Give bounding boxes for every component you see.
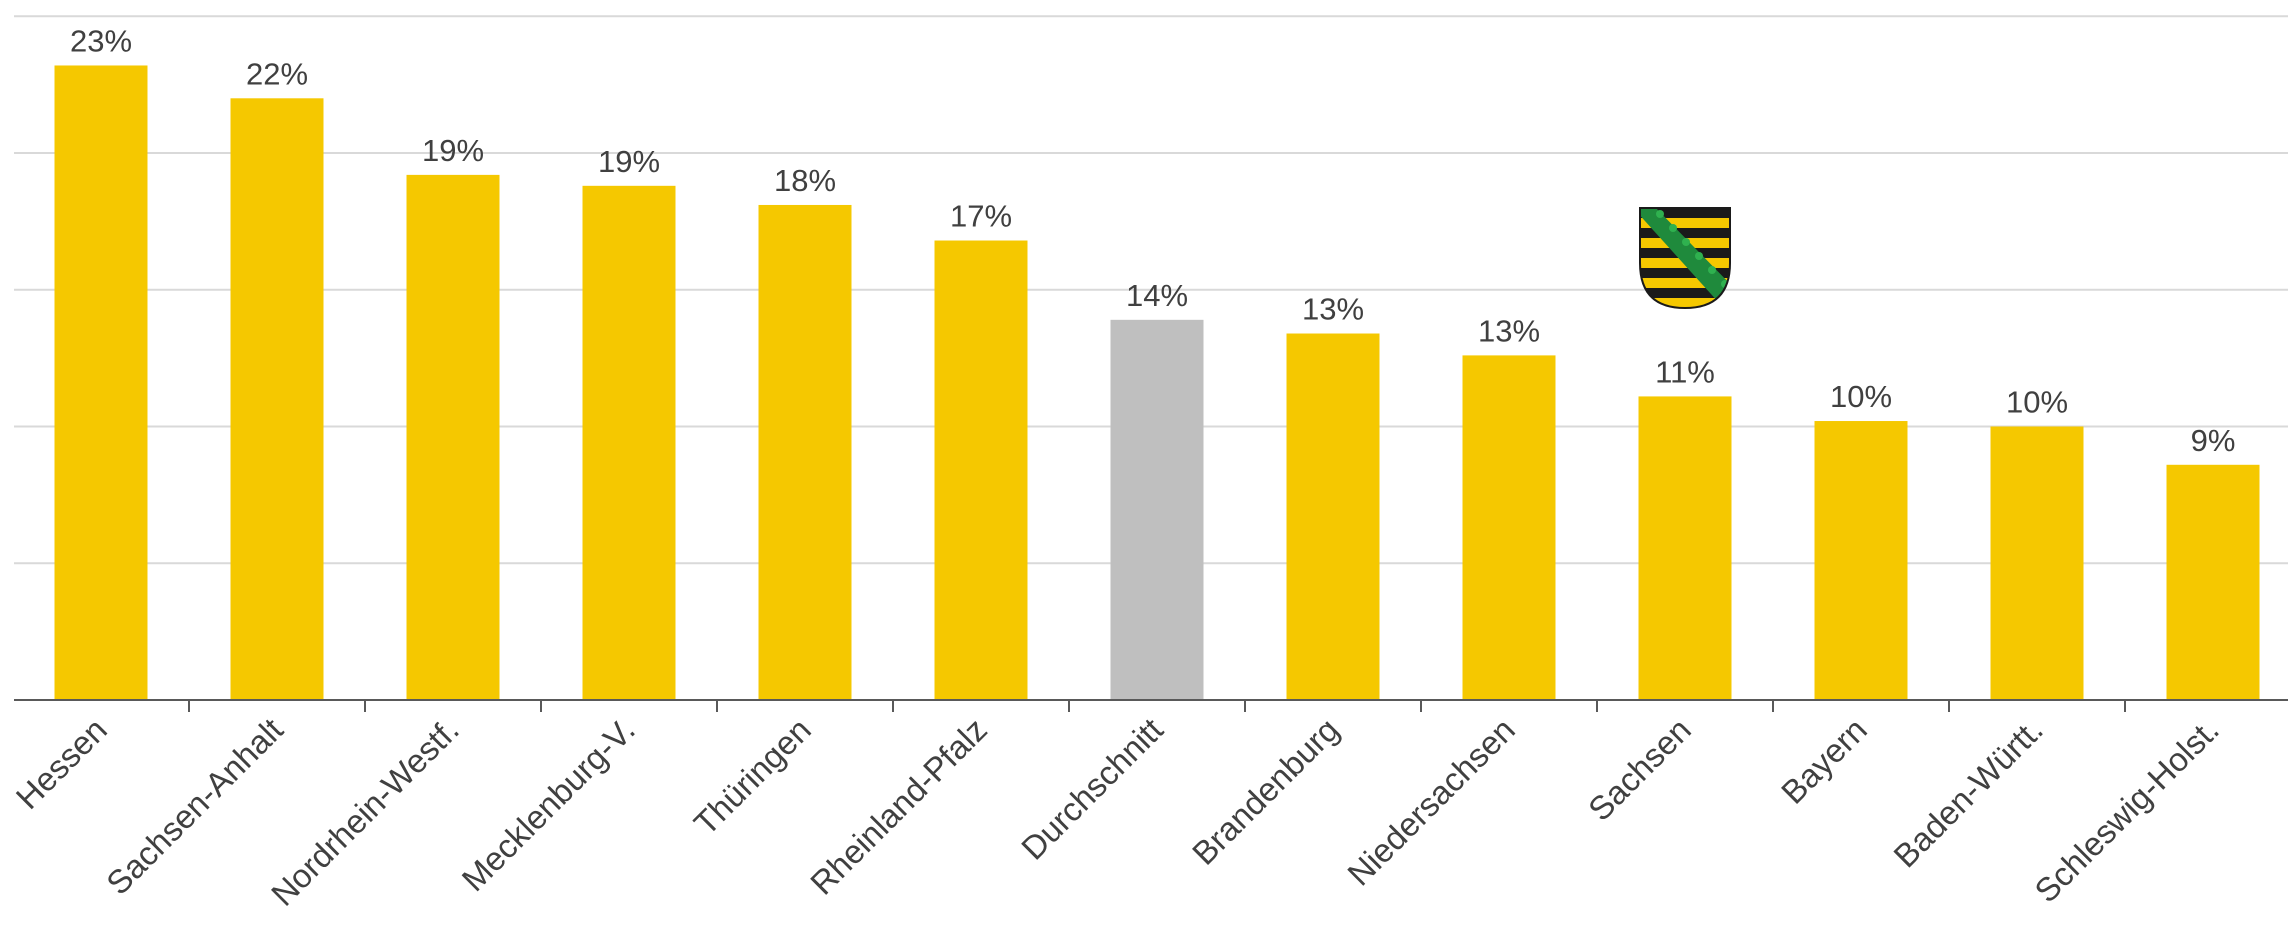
- category-label: Rheinland-Pfalz: [803, 711, 994, 902]
- emblem-leaf: [1682, 238, 1690, 246]
- data-label: 10%: [2006, 385, 2068, 420]
- emblem-stripe: [1640, 228, 1730, 238]
- category-label: Brandenburg: [1185, 711, 1346, 872]
- data-label: 11%: [1655, 354, 1715, 389]
- data-label: 18%: [774, 163, 836, 198]
- bar: [1814, 421, 1908, 700]
- data-label: 17%: [950, 199, 1012, 234]
- category-label: Bayern: [1774, 711, 1874, 811]
- data-label: 19%: [422, 133, 484, 168]
- category-labels: HessenSachsen-AnhaltNordrhein-Westf.Meck…: [9, 711, 2226, 913]
- bar: [1638, 396, 1732, 700]
- emblem-leaf: [1695, 252, 1703, 260]
- x-axis: [14, 699, 2288, 712]
- data-label: 19%: [598, 144, 660, 179]
- bar: [1990, 426, 2084, 700]
- saxony-coat-of-arms-icon: [1639, 207, 1731, 310]
- gridlines: [14, 15, 2288, 565]
- category-label: Schleswig-Holst.: [2027, 711, 2226, 910]
- data-label: 23%: [70, 23, 132, 58]
- bar: [1110, 319, 1204, 700]
- emblem-crancelin: [1640, 208, 1730, 304]
- category-label: Thüringen: [687, 711, 818, 842]
- emblem-stripe: [1640, 208, 1730, 218]
- emblem-border: [1639, 207, 1731, 310]
- bar: [758, 204, 852, 700]
- bar: [54, 65, 148, 701]
- category-label: Hessen: [9, 711, 114, 816]
- bar: [934, 240, 1028, 700]
- data-label: 9%: [2191, 423, 2236, 458]
- bar: [230, 98, 324, 701]
- emblem-leaf: [1708, 266, 1716, 274]
- emblem-leaf: [1656, 210, 1664, 218]
- emblem-stripes: [1640, 208, 1730, 308]
- bar: [1462, 355, 1556, 700]
- category-label: Nordrhein-Westf.: [264, 711, 466, 913]
- data-label: 13%: [1478, 313, 1540, 348]
- bar: [1286, 333, 1380, 700]
- emblem-stripe: [1640, 288, 1730, 298]
- bar: [406, 174, 500, 700]
- data-label: 10%: [1830, 379, 1892, 414]
- data-label: 22%: [246, 56, 308, 91]
- bar: [582, 185, 676, 700]
- category-label: Durchschnitt: [1014, 711, 1170, 867]
- category-label: Sachsen: [1581, 711, 1698, 828]
- data-label: 13%: [1302, 292, 1364, 327]
- category-label: Niedersachsen: [1340, 711, 1522, 893]
- data-labels: 23% 22% 19% 19% 18% 17% 14% 13% 13% 11% 10% 10% 9%: [70, 23, 2235, 457]
- data-label: 14%: [1126, 278, 1188, 313]
- bars: [54, 65, 2260, 701]
- emblem-stripe: [1640, 268, 1730, 278]
- bar: [2166, 464, 2260, 700]
- category-label: Mecklenburg-V.: [455, 711, 642, 898]
- emblem-leaf: [1669, 224, 1677, 232]
- category-label: Sachsen-Anhalt: [99, 711, 290, 902]
- category-label: Baden-Württ.: [1886, 711, 2050, 875]
